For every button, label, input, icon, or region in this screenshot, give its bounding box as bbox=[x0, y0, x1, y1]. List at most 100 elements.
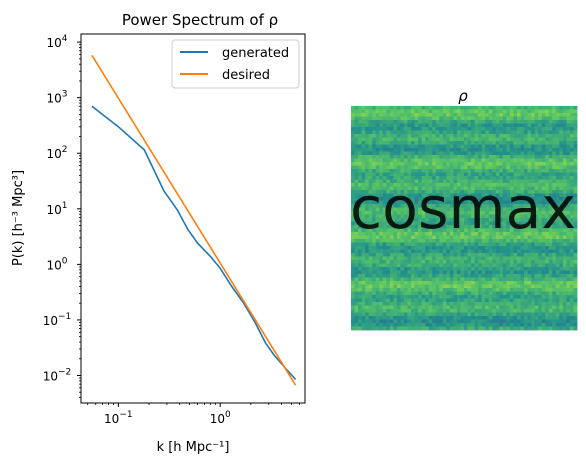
heatmap-cell bbox=[435, 172, 440, 177]
heatmap-cell bbox=[439, 165, 444, 170]
heatmap-cell bbox=[538, 312, 543, 317]
heatmap-cell bbox=[524, 239, 528, 243]
y-tick-label: 10−2 bbox=[43, 368, 72, 384]
heatmap-cell bbox=[375, 242, 380, 247]
heatmap-cell bbox=[442, 158, 447, 163]
heatmap-cell bbox=[495, 242, 500, 247]
heatmap-cell bbox=[520, 326, 525, 331]
heatmap-cell bbox=[449, 309, 454, 313]
heatmap-cell bbox=[435, 176, 440, 180]
heatmap-cell bbox=[393, 249, 398, 254]
heatmap-cell bbox=[453, 316, 458, 320]
heatmap-cell bbox=[499, 225, 504, 229]
heatmap-cell bbox=[365, 249, 370, 254]
heatmap-cell bbox=[354, 221, 359, 226]
x-ticks: 10−1 100 bbox=[87, 403, 300, 426]
heatmap-cell bbox=[439, 197, 444, 201]
heatmap-cell bbox=[488, 235, 493, 240]
heatmap-cell bbox=[460, 221, 465, 226]
heatmap-cell bbox=[365, 214, 370, 219]
heatmap-cell bbox=[573, 141, 578, 145]
heatmap-cell bbox=[393, 137, 398, 142]
heatmap-cell bbox=[488, 134, 493, 138]
heatmap-cell bbox=[545, 239, 550, 243]
heatmap-cell bbox=[495, 141, 500, 145]
heatmap-cell bbox=[562, 186, 567, 191]
heatmap-cell bbox=[379, 214, 384, 219]
heatmap-cell bbox=[555, 253, 560, 257]
heatmap-cell bbox=[414, 155, 419, 159]
heatmap-cell bbox=[386, 186, 391, 191]
heatmap-cell bbox=[555, 316, 560, 320]
heatmap-cell bbox=[453, 155, 458, 159]
heatmap-cell bbox=[446, 151, 451, 156]
heatmap-cell bbox=[548, 134, 553, 138]
heatmap-cell bbox=[449, 165, 454, 170]
heatmap-cell bbox=[520, 242, 525, 247]
heatmap-cell bbox=[411, 260, 415, 264]
heatmap-cell bbox=[566, 270, 571, 275]
heatmap-cell bbox=[372, 183, 377, 187]
heatmap-cell bbox=[562, 253, 567, 257]
heatmap-cell bbox=[453, 144, 458, 149]
heatmap-cell bbox=[456, 141, 461, 145]
heatmap-cell bbox=[559, 312, 564, 317]
heatmap-cell bbox=[396, 235, 401, 240]
heatmap-cell bbox=[488, 207, 493, 212]
heatmap-cell bbox=[425, 148, 430, 152]
heatmap-cell bbox=[414, 263, 419, 268]
heatmap-cell bbox=[499, 123, 504, 128]
heatmap-cell bbox=[389, 239, 394, 243]
heatmap-cell bbox=[502, 116, 507, 121]
heatmap-cell bbox=[545, 291, 550, 296]
heatmap-cell bbox=[516, 200, 521, 205]
heatmap-cell bbox=[379, 130, 384, 135]
heatmap-cell bbox=[520, 116, 525, 121]
heatmap-cell bbox=[562, 197, 567, 201]
heatmap-cell bbox=[545, 319, 550, 324]
heatmap-cell bbox=[509, 221, 514, 226]
heatmap-cell bbox=[478, 246, 483, 250]
heatmap-cell bbox=[548, 144, 553, 149]
heatmap-cell bbox=[492, 148, 497, 152]
heatmap-cell bbox=[435, 169, 440, 173]
heatmap-cell bbox=[382, 200, 387, 205]
heatmap-cell bbox=[531, 312, 536, 317]
heatmap-cell bbox=[520, 207, 525, 212]
heatmap-cell bbox=[449, 302, 454, 306]
heatmap-cell bbox=[492, 267, 497, 271]
heatmap-cell bbox=[411, 197, 415, 201]
heatmap-cell bbox=[471, 267, 475, 271]
heatmap-cell bbox=[421, 165, 426, 170]
heatmap-cell bbox=[386, 270, 391, 275]
heatmap-cell bbox=[467, 179, 472, 184]
heatmap-cell bbox=[418, 169, 423, 173]
heatmap-cell bbox=[520, 249, 525, 254]
heatmap-cell bbox=[403, 260, 408, 264]
heatmap-cell bbox=[411, 116, 415, 121]
heatmap-cell bbox=[541, 281, 546, 285]
heatmap-cell bbox=[531, 141, 536, 145]
heatmap-cell bbox=[559, 120, 564, 124]
heatmap-cell bbox=[520, 274, 525, 278]
heatmap-cell bbox=[552, 211, 557, 215]
heatmap-cell bbox=[414, 120, 419, 124]
heatmap-cell bbox=[573, 155, 578, 159]
heatmap-cell bbox=[389, 221, 394, 226]
heatmap-cell bbox=[524, 295, 528, 299]
heatmap-cell bbox=[531, 162, 536, 166]
heatmap-cell bbox=[435, 249, 440, 254]
heatmap-cell bbox=[545, 130, 550, 135]
heatmap-cell bbox=[474, 211, 479, 215]
heatmap-cell bbox=[449, 200, 454, 205]
heatmap-cell bbox=[432, 249, 437, 254]
heatmap-cell bbox=[502, 155, 507, 159]
heatmap-cell bbox=[393, 267, 398, 271]
heatmap-cell bbox=[358, 116, 362, 121]
heatmap-cell bbox=[534, 151, 539, 156]
heatmap-cell bbox=[389, 169, 394, 173]
heatmap-cell bbox=[439, 225, 444, 229]
heatmap-cell bbox=[495, 246, 500, 250]
heatmap-cell bbox=[506, 141, 511, 145]
heatmap-cell bbox=[382, 127, 387, 131]
